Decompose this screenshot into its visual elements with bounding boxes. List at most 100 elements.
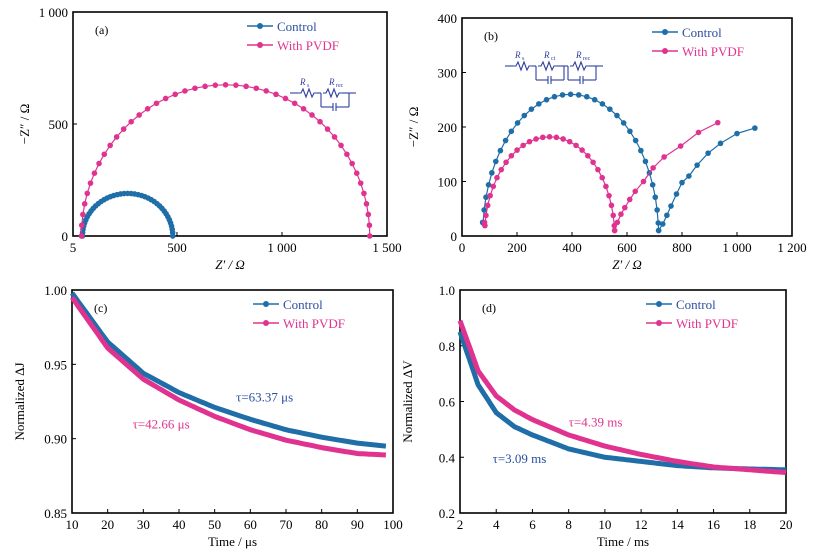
data-point — [78, 233, 85, 239]
data-point — [497, 147, 504, 154]
data-point — [649, 182, 656, 188]
data-point — [661, 154, 667, 160]
data-point — [679, 179, 685, 186]
x-tick-label: 12 — [635, 517, 648, 532]
y-tick-label: 500 — [49, 117, 69, 132]
data-point — [560, 136, 566, 142]
data-point — [614, 219, 621, 226]
tau-annotation: τ=63.37 μs — [236, 390, 293, 405]
panel-label: (c) — [94, 301, 107, 315]
data-point — [575, 92, 582, 98]
y-tick-label: 1 000 — [39, 5, 68, 20]
circuit-label: R — [575, 50, 582, 60]
y-tick-label: 0.8 — [439, 339, 455, 354]
y-tick-label: 1.00 — [44, 283, 67, 298]
data-point — [659, 221, 666, 227]
x-tick-label: 20 — [101, 517, 114, 532]
data-point — [526, 138, 533, 145]
data-point — [521, 112, 528, 119]
panel-label: (a) — [95, 23, 108, 37]
data-point — [607, 106, 613, 112]
data-point — [136, 112, 142, 118]
data-point — [734, 130, 740, 137]
x-tick-label: 1 200 — [777, 240, 806, 255]
panel-label: (b) — [484, 29, 498, 43]
x-tick-label: 1 000 — [267, 240, 296, 255]
data-point — [599, 174, 606, 181]
data-point — [559, 92, 566, 98]
data-point — [113, 134, 120, 140]
data-point — [494, 174, 500, 181]
data-point — [91, 170, 98, 176]
panel-label: (d) — [482, 301, 496, 315]
data-point — [606, 192, 612, 199]
data-point — [632, 137, 639, 144]
data-point — [338, 142, 344, 149]
plot-frame — [71, 289, 394, 514]
x-tick-label: 6 — [529, 517, 536, 532]
data-point — [162, 95, 169, 102]
x-tick-label: 50 — [208, 517, 221, 532]
x-axis-label: Z′ / Ω — [612, 257, 642, 272]
y-tick-label: 0.85 — [44, 506, 67, 521]
data-point — [573, 142, 579, 149]
x-tick-label: 10 — [598, 517, 611, 532]
data-point — [673, 191, 680, 197]
panel-c: 10 20 30 40 50 60 70 80 90 100 0.85 0.90 0.95 1.00 Tim… — [12, 283, 403, 549]
data-point — [695, 129, 702, 136]
data-point — [579, 147, 585, 153]
equivalent-circuit — [290, 87, 356, 111]
data-point — [599, 101, 606, 107]
y-tick-label: 0.6 — [439, 395, 456, 410]
legend-label: Control — [283, 297, 323, 312]
data-point — [80, 211, 86, 218]
x-tick-label: 60 — [244, 517, 257, 532]
data-point — [233, 82, 239, 88]
data-point — [87, 180, 94, 186]
data-point — [366, 233, 373, 239]
data-point — [655, 227, 662, 234]
equivalent-circuit — [505, 60, 603, 84]
data-point — [618, 211, 624, 217]
data-point — [650, 165, 656, 171]
data-point — [489, 170, 495, 176]
data-point — [107, 142, 113, 149]
data-point — [686, 173, 692, 179]
data-point — [640, 178, 647, 185]
y-tick-label: 0 — [62, 229, 69, 244]
data-point — [553, 134, 560, 141]
data-point — [508, 152, 515, 159]
data-point — [96, 160, 102, 167]
y-tick-label: 0.95 — [44, 357, 67, 372]
y-tick-label: 400 — [438, 11, 458, 26]
resistor-icon — [513, 60, 532, 72]
data-point — [363, 201, 370, 207]
data-point — [484, 202, 491, 209]
series-line-with-pvdf — [69, 295, 387, 458]
data-point — [357, 180, 364, 186]
data-point — [361, 190, 367, 197]
x-tick-label: 200 — [507, 240, 527, 255]
y-tick-label: 0 — [451, 229, 458, 244]
y-tick-label: 1.0 — [439, 283, 455, 298]
data-point — [717, 140, 724, 147]
panel-a: 5 500 1 000 1 500 0 500 1 000 Z′ / Ω −Z″ / Ω (a) C… — [17, 5, 402, 272]
data-point — [614, 112, 620, 119]
data-point — [331, 134, 338, 140]
data-point — [253, 85, 260, 92]
circuit-label: R — [328, 77, 335, 87]
data-point — [282, 95, 289, 102]
data-point — [705, 150, 711, 156]
circuit-label-sub: ct — [551, 56, 556, 62]
data-point — [78, 222, 85, 229]
x-axis-label: Z′ / Ω — [215, 257, 245, 272]
series-line-control — [81, 192, 174, 237]
data-point — [490, 183, 497, 190]
data-point — [514, 147, 520, 153]
x-tick-label: 800 — [672, 240, 692, 255]
x-tick-label: 40 — [173, 517, 186, 532]
data-point — [611, 227, 618, 234]
y-tick-label: 0.2 — [439, 506, 455, 521]
panel-b: 0 200 400 600 800 1 000 1 200 0 100 200 300 400 Z′ /… — [406, 11, 807, 272]
y-axis-label: −Z″ / Ω — [17, 104, 32, 144]
